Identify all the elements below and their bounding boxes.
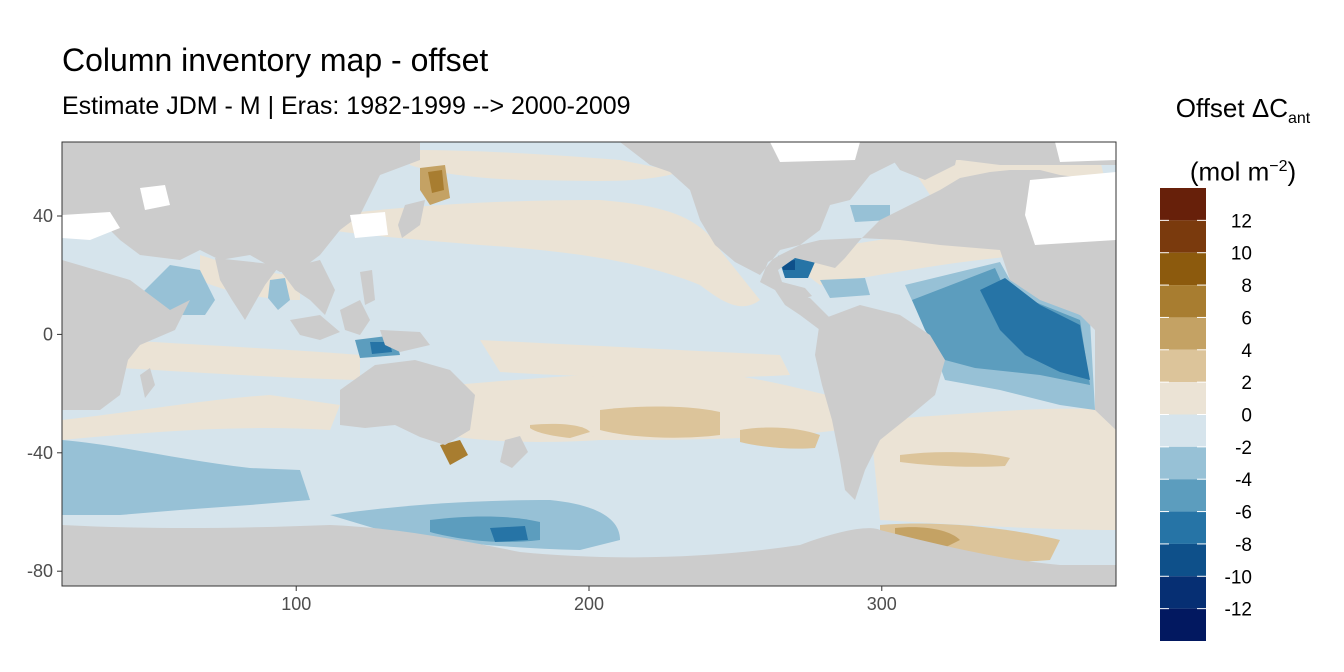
legend-color-bin: [1160, 317, 1206, 350]
land-central-america: [775, 290, 830, 330]
x-tick-label: 200: [574, 594, 604, 614]
land-layer: [62, 142, 1116, 586]
anomaly-region: [268, 278, 290, 310]
legend-label: 2: [1241, 373, 1252, 394]
missing-patch: [140, 185, 170, 210]
anomaly-region: [440, 440, 468, 465]
land-australia: [340, 360, 475, 445]
legend-title: Offset ΔCant (mol m−2): [1158, 84, 1328, 196]
anomaly-region: [600, 406, 720, 438]
missing-data-layer: [62, 142, 1116, 245]
anomaly-region: [740, 427, 820, 449]
legend-color-bin: [1160, 252, 1206, 286]
anomaly-region: [900, 452, 1010, 467]
legend-label: 8: [1241, 276, 1252, 297]
anomaly-region: [62, 440, 310, 515]
land-south-america: [815, 305, 945, 500]
anomaly-region: [530, 423, 590, 438]
legend-color-bin: [1160, 511, 1206, 544]
land-greenland: [880, 142, 960, 180]
anomaly-region: [428, 170, 444, 193]
land-antarctica: [62, 525, 1116, 586]
legend-color-bin: [1160, 285, 1206, 318]
anomaly-region: [870, 408, 1116, 530]
legend-title-subscript: ant: [1288, 110, 1311, 128]
legend-label: 4: [1241, 341, 1252, 362]
missing-patch: [1055, 142, 1116, 162]
land-north-asia: [62, 142, 420, 272]
legend-color-bin: [1160, 382, 1206, 415]
map-panel: [62, 142, 1116, 586]
land-indonesia-2: [340, 300, 370, 335]
legend-label: 6: [1241, 308, 1252, 329]
legend-label: -8: [1235, 535, 1252, 556]
land-japan: [398, 200, 425, 238]
legend-color-bin: [1160, 414, 1206, 447]
legend-label: -6: [1235, 503, 1252, 524]
missing-patch: [350, 212, 388, 238]
legend-color-bin: [1160, 543, 1206, 577]
land-north-america: [620, 142, 1116, 300]
legend-label: 12: [1231, 211, 1252, 232]
anomaly-region: [62, 395, 340, 440]
legend-title-variable: Offset ΔCant: [1158, 84, 1328, 143]
land-indonesia-1: [290, 315, 340, 340]
anomaly-region: [850, 205, 890, 222]
missing-patch: [1025, 172, 1116, 245]
chart-title: Column inventory map - offset: [62, 42, 489, 78]
legend-label: -2: [1235, 438, 1252, 459]
legend-label: 10: [1231, 244, 1252, 265]
land-india: [215, 258, 280, 320]
legend-label: -10: [1225, 567, 1252, 588]
legend-label: -12: [1225, 600, 1252, 621]
land-madagascar: [140, 368, 155, 398]
land-philippines: [360, 270, 375, 305]
legend-color-bin: [1160, 349, 1206, 383]
anomaly-region: [980, 278, 1090, 380]
land-se-asia: [280, 260, 335, 315]
legend-label: 0: [1241, 406, 1252, 427]
chart-subtitle: Estimate JDM - M | Eras: 1982-1999 --> 2…: [62, 92, 631, 120]
land-new-zealand: [500, 436, 528, 468]
legend-layer: 12 10 8 6 4 2 0 -2 -4 -6 -8 -10 -12: [1160, 188, 1252, 641]
legend-title-main: Offset ΔC: [1175, 93, 1288, 123]
legend-label: -4: [1235, 470, 1252, 491]
legend-title-unit: (mol m−2): [1158, 143, 1328, 196]
anomaly-region: [330, 200, 760, 307]
land-africa-east: [1000, 240, 1116, 430]
x-tick-label: 100: [281, 594, 311, 614]
anomaly-region: [820, 278, 870, 298]
anomaly-region: [480, 340, 790, 378]
legend-color-bin: [1160, 608, 1206, 641]
y-tick-label: 0: [43, 324, 53, 344]
legend-unit-post: ): [1287, 156, 1297, 187]
y-tick-label: 40: [33, 206, 53, 226]
anomaly-region: [895, 527, 960, 550]
legend-color-bin: [1160, 576, 1206, 609]
legend-color-bin: [1160, 479, 1206, 512]
x-tick-label: 300: [867, 594, 897, 614]
missing-patch: [62, 212, 120, 240]
land-new-guinea: [380, 330, 430, 352]
y-tick-label: -80: [27, 561, 53, 581]
legend-color-bin: [1160, 188, 1206, 221]
missing-patch: [770, 142, 860, 162]
legend-unit-sup: −2: [1269, 158, 1288, 176]
anomaly-region: [410, 150, 680, 181]
land-africa: [62, 260, 190, 410]
y-tick-label: -40: [27, 443, 53, 463]
legend-color-bin: [1160, 220, 1206, 253]
legend-unit-pre: (mol m: [1189, 156, 1270, 187]
anomaly-region: [490, 526, 528, 542]
legend-color-bin: [1160, 446, 1206, 480]
anomaly-region: [120, 340, 360, 380]
